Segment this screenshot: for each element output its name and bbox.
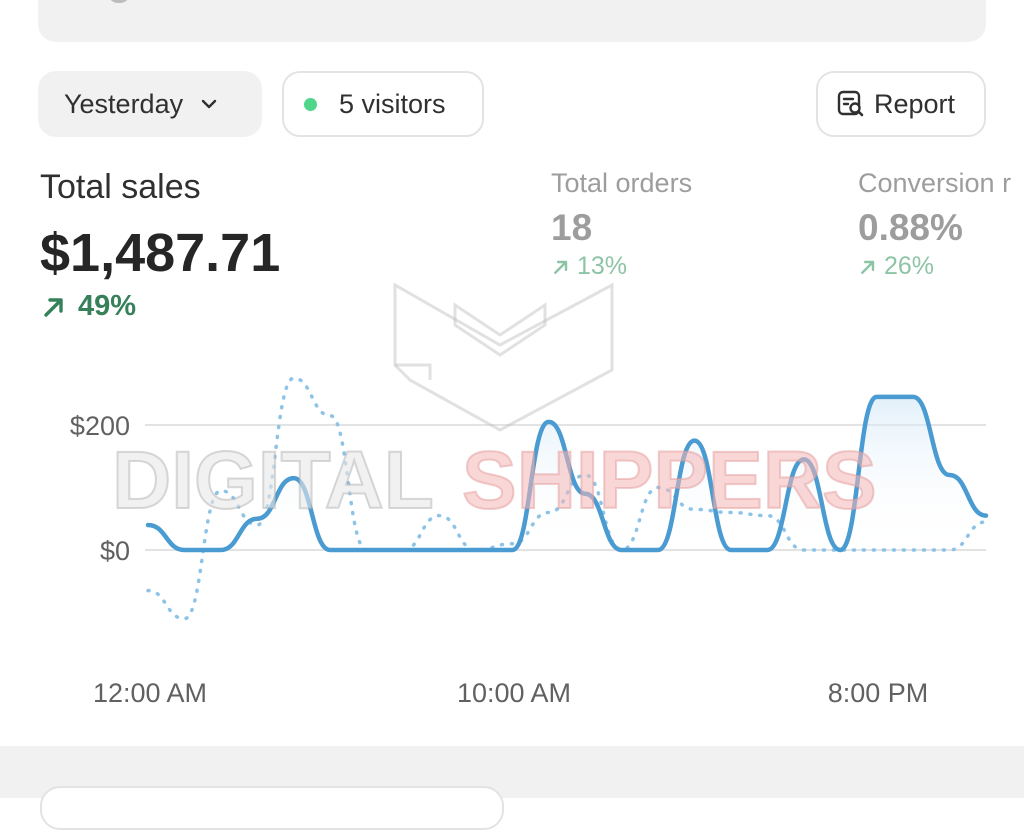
card-partial-glyph [108,0,130,3]
x-tick-label: 12:00 AM [93,678,207,708]
total-orders-change: 13% [551,252,627,281]
total-orders-value: 18 [551,207,593,248]
total-sales-change: 49% [40,290,136,323]
report-label: Report [874,88,956,119]
conversion-rate-change: 26% [858,252,934,281]
y-tick-label: $0 [100,536,130,566]
comparison-series-line [146,376,988,621]
series-area [148,396,986,550]
date-range-label: Yesterday [64,88,184,119]
report-search-icon [837,90,864,117]
chevron-down-icon [201,99,217,109]
sales-series-line [145,394,989,553]
conversion-rate-value: 0.88% [858,207,963,248]
arrow-up-right-icon [861,260,875,274]
report-button[interactable]: Report [816,71,986,137]
live-visitors-button[interactable]: 5 visitors [282,71,484,137]
date-range-button[interactable]: Yesterday [38,71,262,137]
conversion-rate-label[interactable]: Conversion r [858,168,1012,198]
conversion-rate-change-value: 26% [884,252,935,280]
x-tick-label: 10:00 AM [457,678,571,708]
live-status-dot [304,97,317,111]
arrow-up-right-icon [554,260,568,274]
x-tick-label: 8:00 PM [828,678,929,708]
previous-card [38,0,986,42]
total-orders-label[interactable]: Total orders [551,168,693,198]
next-card[interactable] [40,786,504,830]
visitors-label: 5 visitors [339,88,446,119]
y-tick-label: $200 [70,411,130,441]
total-orders-change-value: 13% [577,252,628,280]
arrow-up-right-icon [44,297,63,317]
total-sales-label: Total sales [40,168,201,206]
sales-chart[interactable]: $0 $200 12:00 AM 10:00 AM 8:00 PM [0,330,1024,730]
total-sales-change-value: 49% [78,290,137,322]
total-sales-value: $1,487.71 [40,223,281,283]
